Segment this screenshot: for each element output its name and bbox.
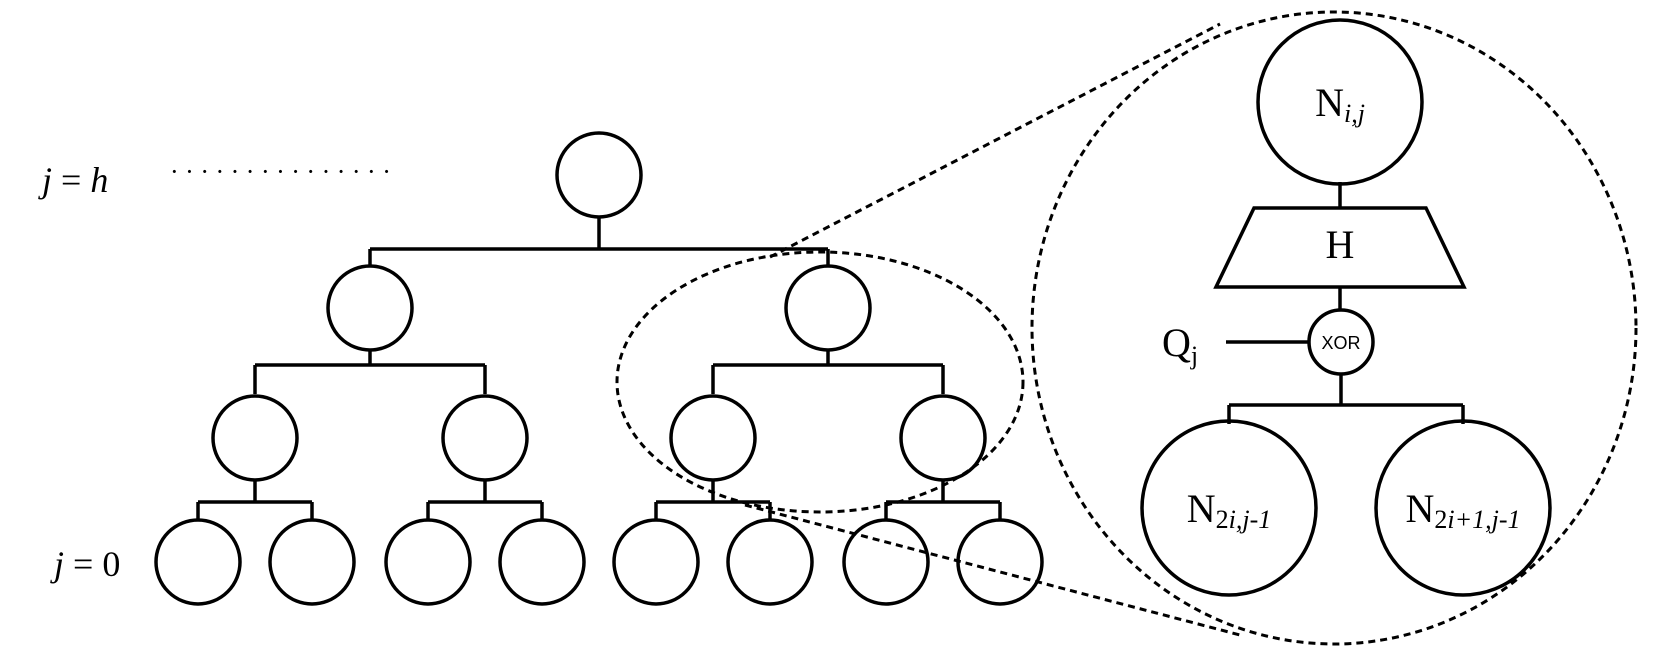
tree-leaf-node-3 [384, 518, 472, 606]
xor-label: XOR [1321, 333, 1360, 353]
tree-node-level1-2 [441, 394, 529, 482]
highlight-ellipse [615, 250, 1025, 514]
xor-node [1307, 308, 1375, 376]
zoom-right-child-node [1374, 419, 1552, 597]
tree-leaf-node-7 [842, 518, 930, 606]
tree-root-node [555, 131, 643, 219]
tree-leaf-node-1 [154, 518, 242, 606]
q-label: Qj [1162, 320, 1198, 370]
tree-node-level2-right [784, 264, 872, 352]
tree-leaf-node-5 [612, 518, 700, 606]
zoom-parent-node [1256, 18, 1424, 186]
zoom-parent-label: Ni,j [1315, 80, 1365, 128]
hash-block [1213, 206, 1467, 289]
zoom-left-child-node [1140, 419, 1318, 597]
tree-leaf-node-4 [498, 518, 586, 606]
level-dots: · · · · · · · · · · · · · · · [170, 157, 391, 186]
tree-node-level1-3 [669, 394, 757, 482]
tree-connectors [196, 216, 1002, 520]
zoom-right-child-label: N2i+1,j-1 [1405, 486, 1520, 534]
zoom-left-child-label: N2i,j-1 [1187, 486, 1272, 534]
tree-leaf-node-8 [956, 518, 1044, 606]
tree-node-level2-left [326, 264, 414, 352]
hash-label: H [1326, 222, 1355, 267]
zoom-connector-top [769, 22, 1221, 259]
level-label-top: j = h [38, 160, 108, 200]
level-label-bottom: j = 0 [50, 544, 120, 584]
tree-node-level1-4 [899, 394, 987, 482]
tree-leaf-node-6 [726, 518, 814, 606]
zoom-connectors [1226, 182, 1465, 424]
zoom-connector-bottom [744, 503, 1241, 637]
zoom-circle [1030, 10, 1638, 646]
tree-node-level1-1 [211, 394, 299, 482]
tree-leaf-node-2 [268, 518, 356, 606]
